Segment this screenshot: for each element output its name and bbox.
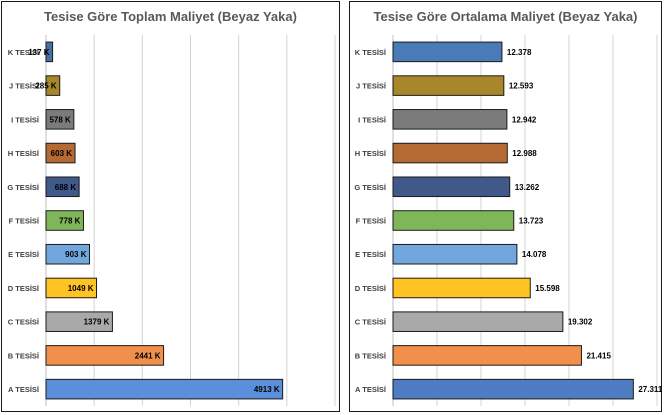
category-label: D TESİSİ xyxy=(355,284,386,293)
data-label: 14.078 xyxy=(522,250,547,259)
bar xyxy=(392,142,508,164)
data-label: 13.723 xyxy=(519,217,544,226)
data-label: 12.593 xyxy=(509,82,534,91)
data-label: 903 K xyxy=(65,250,87,259)
data-label: 13.262 xyxy=(515,183,540,192)
bar xyxy=(45,243,90,265)
data-label: 12.942 xyxy=(512,115,537,124)
data-label: 21.415 xyxy=(586,351,611,360)
bar xyxy=(392,311,564,332)
data-label: 137 K xyxy=(28,48,50,57)
category-label: I TESİSİ xyxy=(358,115,386,124)
bar xyxy=(45,277,98,299)
bar xyxy=(392,378,634,400)
category-label: C TESİSİ xyxy=(355,318,386,327)
data-label: 688 K xyxy=(55,183,77,192)
bar xyxy=(45,210,84,231)
data-label: 578 K xyxy=(49,115,71,124)
category-label: G TESİSİ xyxy=(354,183,386,192)
bar xyxy=(392,277,531,299)
category-label: E TESİSİ xyxy=(355,250,386,259)
category-label: B TESİSİ xyxy=(8,351,39,360)
chart-title: Tesise Göre Ortalama Maliyet (Beyaz Yaka… xyxy=(373,9,638,24)
category-label: A TESİSİ xyxy=(355,385,386,394)
category-label: E TESİSİ xyxy=(8,250,39,259)
category-label: G TESİSİ xyxy=(7,183,39,192)
bar xyxy=(45,176,80,198)
category-label: K TESİSİ xyxy=(355,48,386,57)
bar xyxy=(392,243,518,265)
total-cost-chart: Tesise Göre Toplam Maliyet (Beyaz Yaka) … xyxy=(1,1,340,412)
data-label: 285 K xyxy=(35,82,57,91)
bar xyxy=(392,345,582,366)
category-label: K TESİSİ xyxy=(8,48,39,57)
chart-title: Tesise Göre Toplam Maliyet (Beyaz Yaka) xyxy=(44,9,297,24)
data-label: 12.988 xyxy=(512,149,537,158)
data-label: 778 K xyxy=(59,217,81,226)
category-label: H TESİSİ xyxy=(355,149,386,158)
data-label: 27.311 xyxy=(638,385,663,394)
category-label: J TESİSİ xyxy=(9,82,39,91)
bar xyxy=(392,41,503,63)
average-cost-plot: K TESİSİ 12.378 J TESİSİ 12.593 I TESİSİ 12.9… xyxy=(354,35,663,406)
bar xyxy=(392,176,511,198)
category-label: D TESİSİ xyxy=(8,284,39,293)
data-label: 19.302 xyxy=(568,318,593,327)
bar xyxy=(392,109,508,130)
category-label: B TESİSİ xyxy=(355,351,386,360)
category-label: F TESİSİ xyxy=(9,217,39,226)
category-label: C TESİSİ xyxy=(8,318,39,327)
bar xyxy=(45,75,61,96)
data-label: 1049 K xyxy=(68,284,94,293)
data-label: 4913 K xyxy=(254,385,280,394)
bar xyxy=(392,210,515,231)
category-label: J TESİSİ xyxy=(356,82,386,91)
bar xyxy=(45,142,76,164)
bar xyxy=(45,311,113,332)
category-label: F TESİSİ xyxy=(356,217,386,226)
data-label: 603 K xyxy=(51,149,73,158)
category-label: H TESİSİ xyxy=(8,149,39,158)
bar xyxy=(45,109,75,130)
average-cost-chart: Tesise Göre Ortalama Maliyet (Beyaz Yaka… xyxy=(349,1,663,412)
data-label: 12.378 xyxy=(507,48,532,57)
bar xyxy=(45,41,54,63)
data-label: 2441 K xyxy=(135,351,161,360)
category-label: A TESİSİ xyxy=(8,385,39,394)
bar xyxy=(45,345,165,366)
data-label: 1379 K xyxy=(84,318,110,327)
bar xyxy=(45,378,284,400)
category-label: I TESİSİ xyxy=(11,115,39,124)
bar xyxy=(392,75,505,96)
data-label: 15.598 xyxy=(535,284,560,293)
